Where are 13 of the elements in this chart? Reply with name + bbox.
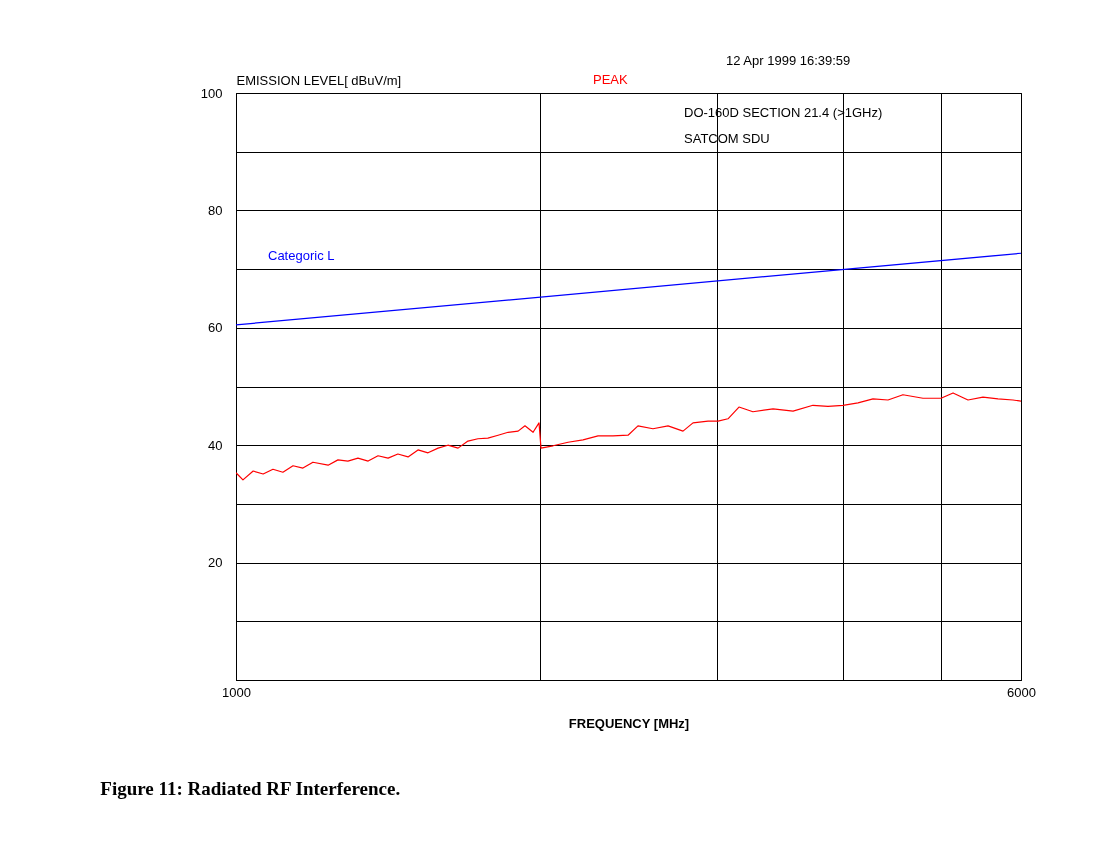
y-axis-title: EMISSION LEVEL[ dBuV/m] xyxy=(236,72,402,88)
text: Figure 11: Radiated RF Interference. xyxy=(100,778,401,799)
text: PEAK xyxy=(593,72,629,87)
text: Categoric L xyxy=(268,247,335,263)
y-tick-label: 80 xyxy=(208,202,223,218)
y-tick-label: 60 xyxy=(208,320,223,336)
x-tick-label: 6000 xyxy=(1007,684,1036,700)
y-tick-label: 100 xyxy=(200,85,223,101)
y-tick-label: 20 xyxy=(208,555,223,571)
x-axis-title: FREQUENCY [MHz] xyxy=(568,715,690,731)
x-tick-label: 1000 xyxy=(222,684,251,700)
text: 12 Apr 1999 16:39:59 xyxy=(726,53,851,68)
y-tick-label: 40 xyxy=(208,437,223,453)
